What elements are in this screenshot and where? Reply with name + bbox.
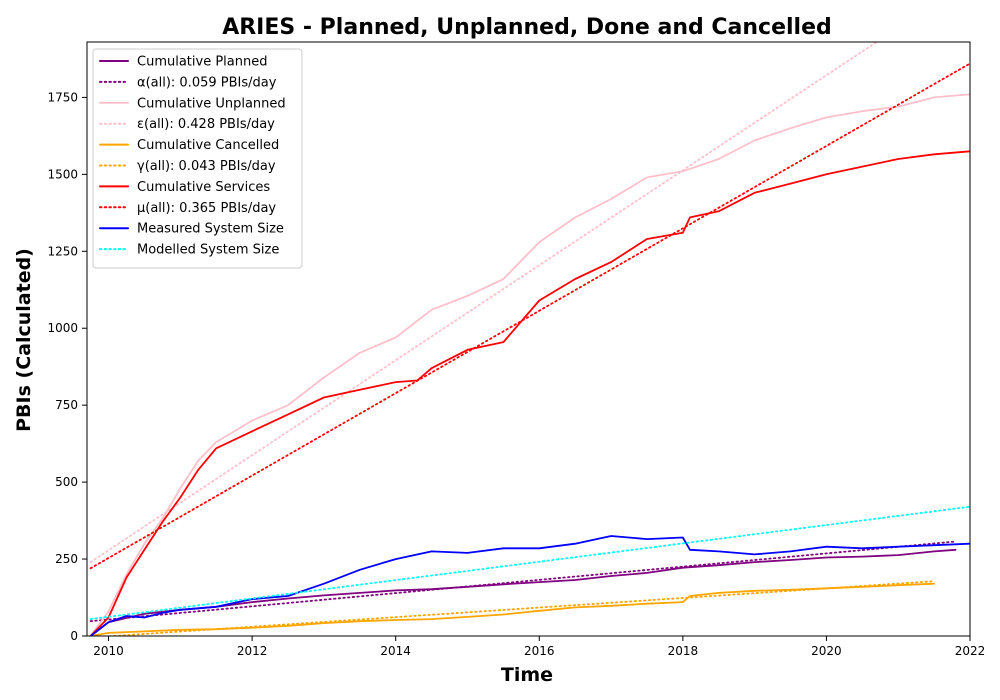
series-line-2 (89, 93, 970, 636)
x-tick-label: 2012 (237, 644, 268, 658)
series-line-6 (89, 150, 970, 636)
y-tick-label: 0 (70, 629, 78, 643)
legend-label: Measured System Size (137, 222, 284, 237)
series-line-7 (89, 62, 970, 570)
y-tick-label: 750 (55, 398, 78, 412)
y-tick-label: 1500 (47, 167, 78, 181)
series-line-9 (89, 505, 970, 620)
series-line-8 (89, 535, 970, 636)
legend-label: Cumulative Planned (137, 55, 267, 70)
x-tick-label: 2016 (524, 644, 555, 658)
x-tick-label: 2014 (380, 644, 411, 658)
legend-label: μ(all): 0.365 PBIs/day (137, 201, 276, 216)
plot-frame (86, 41, 971, 637)
legend-label: Cumulative Unplanned (137, 96, 286, 111)
x-tick-label: 2018 (668, 644, 699, 658)
legend-box (92, 48, 303, 269)
x-tick-label: 2020 (811, 644, 842, 658)
series-line-0 (89, 548, 957, 636)
legend-label: ε(all): 0.428 PBIs/day (137, 117, 275, 132)
legend-label: γ(all): 0.043 PBIs/day (137, 159, 276, 174)
x-tick-label: 2010 (93, 644, 124, 658)
series-line-1 (89, 540, 957, 623)
x-axis-title: Time (501, 664, 553, 686)
series-line-5 (99, 580, 935, 636)
legend-label: α(all): 0.059 PBIs/day (137, 75, 277, 90)
y-tick-label: 250 (55, 552, 78, 566)
legend-label: Modelled System Size (137, 243, 279, 258)
chart-title: ARIES - Planned, Unplanned, Done and Can… (222, 15, 832, 40)
y-tick-label: 1250 (47, 244, 78, 258)
series-line-3 (89, 42, 878, 563)
y-axis-title: PBIs (Calculated) (13, 248, 35, 432)
y-tick-label: 1000 (47, 321, 78, 335)
legend: Cumulative Planned α(all): 0.059 PBIs/day… (92, 48, 303, 269)
y-tick-label: 1750 (47, 90, 78, 104)
y-tick-label: 500 (55, 475, 78, 489)
legend-label: Cumulative Cancelled (137, 138, 279, 153)
legend-label: Cumulative Services (137, 180, 270, 195)
x-tick-label: 2022 (955, 644, 986, 658)
